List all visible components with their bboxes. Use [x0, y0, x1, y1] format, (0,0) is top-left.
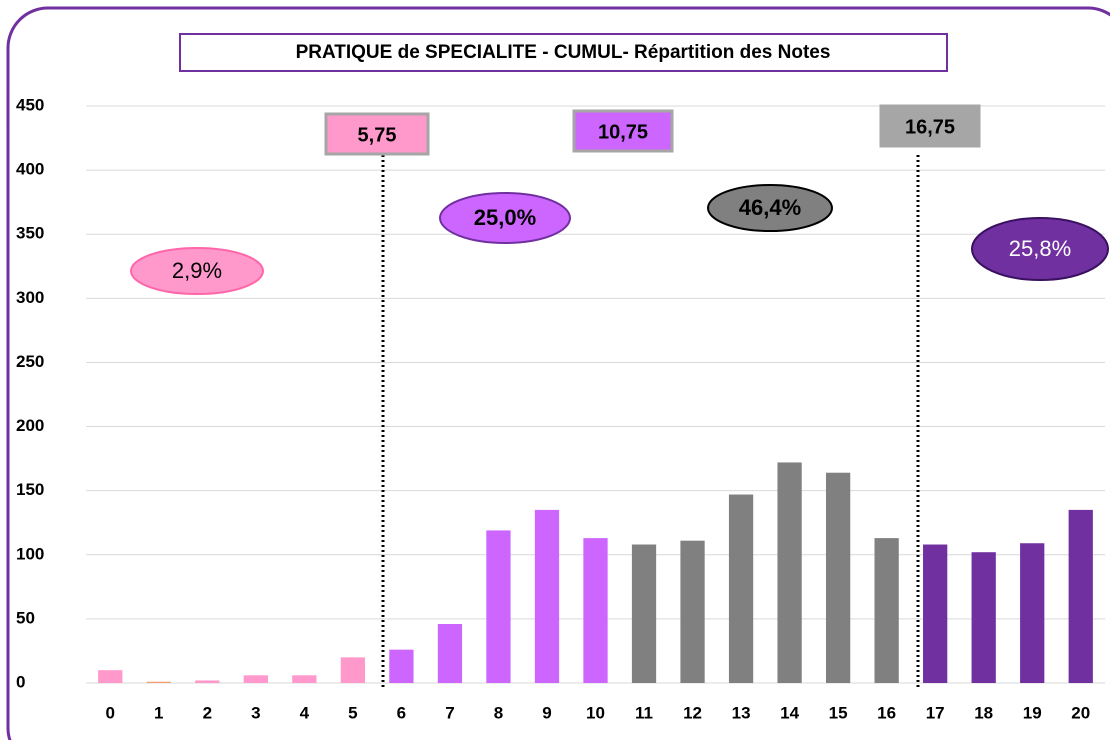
share-label: 2,9% [172, 258, 222, 283]
threshold-box [879, 104, 981, 148]
y-tick-label: 450 [16, 95, 44, 114]
y-tick-label: 150 [16, 480, 44, 499]
x-tick-label: 16 [877, 703, 896, 722]
bar [389, 649, 414, 683]
bar [292, 675, 317, 683]
x-tick-label: 2 [203, 703, 212, 722]
y-tick-label: 300 [16, 288, 44, 307]
threshold-label: 5,75 [358, 124, 397, 146]
threshold-label: 10,75 [598, 121, 648, 143]
bar [631, 544, 657, 683]
y-tick-label: 400 [16, 160, 44, 179]
share-label: 25,8% [1009, 236, 1071, 261]
x-tick-label: 7 [445, 703, 454, 722]
bar [146, 681, 171, 683]
x-tick-label: 20 [1071, 703, 1090, 722]
bar [1068, 509, 1093, 683]
bar [486, 530, 511, 683]
x-tick-label: 18 [974, 703, 993, 722]
y-tick-label: 0 [16, 672, 25, 691]
y-tick-label: 100 [16, 544, 44, 563]
y-tick-label: 50 [16, 608, 35, 627]
bar [243, 675, 268, 683]
x-tick-label: 15 [829, 703, 848, 722]
y-tick-label: 250 [16, 352, 44, 371]
x-tick-label: 5 [348, 703, 357, 722]
bar [195, 680, 220, 683]
bar [437, 624, 463, 683]
threshold-label: 16,75 [905, 116, 955, 138]
y-tick-label: 350 [16, 224, 44, 243]
x-tick-label: 13 [732, 703, 751, 722]
bar [874, 538, 899, 683]
bar [777, 462, 802, 683]
bar [971, 552, 996, 683]
x-tick-label: 19 [1023, 703, 1042, 722]
bar [98, 670, 123, 683]
x-tick-label: 17 [926, 703, 945, 722]
bar [583, 538, 608, 683]
threshold-box [324, 112, 430, 156]
bar [923, 544, 948, 683]
bar [340, 657, 366, 683]
x-tick-label: 12 [683, 703, 702, 722]
x-tick-label: 3 [251, 703, 260, 722]
x-tick-label: 0 [106, 703, 115, 722]
share-ellipse [130, 247, 264, 295]
title-box [179, 33, 948, 72]
x-tick-label: 6 [397, 703, 406, 722]
bar [534, 509, 560, 683]
x-tick-label: 11 [635, 703, 653, 722]
share-label: 25,0% [474, 205, 536, 230]
bar [680, 540, 705, 683]
share-ellipse [971, 217, 1109, 281]
x-tick-label: 9 [542, 703, 551, 722]
y-tick-label: 200 [16, 416, 44, 435]
share-ellipse [439, 192, 571, 244]
x-tick-label: 4 [300, 703, 310, 722]
chart-title: PRATIQUE de SPECIALITE - CUMUL- Répartit… [296, 42, 831, 63]
x-tick-label: 14 [780, 703, 799, 722]
share-label: 46,4% [739, 195, 801, 220]
bar [728, 494, 754, 683]
share-ellipse [707, 184, 833, 232]
bar [1020, 543, 1045, 683]
x-tick-label: 1 [154, 703, 163, 722]
threshold-box [572, 109, 674, 153]
x-tick-label: 10 [586, 703, 605, 722]
x-tick-label: 8 [494, 703, 503, 722]
bar [825, 472, 851, 683]
